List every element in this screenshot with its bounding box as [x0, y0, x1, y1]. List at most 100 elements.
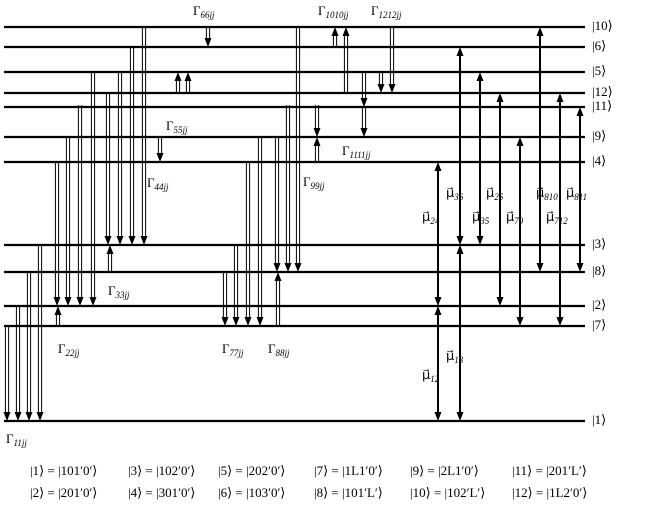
level-label: |9⟩: [592, 128, 606, 143]
dipole-label-subscript: 79: [514, 216, 524, 226]
arrow-head: [476, 72, 484, 81]
decay-label-subscript: 22jj: [66, 348, 81, 358]
dipole-label-symbol: μ⃗: [422, 209, 430, 224]
arrow-head: [388, 84, 396, 93]
dipole-label-subscript: 810: [544, 192, 558, 202]
level-label: |2⟩: [592, 297, 606, 312]
arrow-head: [434, 162, 442, 171]
decay-label: Γ11jj: [6, 431, 27, 448]
dipole-label-subscript: 712: [554, 216, 568, 226]
arrow-head: [313, 137, 321, 146]
dipole-label-symbol: μ⃗: [536, 185, 544, 200]
dipole-label-symbol: μ⃗: [472, 209, 480, 224]
arrow-head: [476, 236, 484, 245]
arrow-head: [456, 245, 464, 254]
arrow-head: [76, 297, 84, 306]
decay-label-subscript: 66jj: [201, 10, 216, 20]
decay-label-subscript: 1212jj: [379, 10, 403, 20]
decay-label-symbol: Γ: [342, 143, 350, 158]
dipole-label-subscript: 36: [453, 192, 464, 202]
level-label: |4⟩: [592, 153, 606, 168]
decay-label-symbol: Γ: [6, 431, 14, 446]
level-label: |1⟩: [592, 412, 606, 427]
dipole-label-symbol: μ⃗: [486, 185, 494, 200]
decay-label-symbol: Γ: [268, 341, 276, 356]
arrow-head: [536, 27, 544, 36]
dipole-label: μ⃗13: [446, 348, 464, 365]
decay-label-symbol: Γ: [166, 118, 174, 133]
decay-label: Γ77jj: [222, 341, 244, 358]
arrow-head: [89, 297, 97, 306]
arrow-head: [106, 245, 114, 254]
arrow-head: [274, 272, 282, 281]
arrow-head: [140, 236, 148, 245]
arrow-head: [273, 263, 281, 272]
arrow-head: [360, 98, 368, 107]
decay-label: Γ55jj: [166, 118, 188, 135]
arrow-head: [456, 47, 464, 56]
legend-entry: |10⟩ = |102′L′⟩: [410, 485, 485, 500]
level-label: |11⟩: [592, 98, 612, 113]
decay-label-subscript: 33jj: [115, 290, 131, 300]
arrow-head: [54, 306, 62, 315]
arrow-head: [53, 297, 61, 306]
dipole-label: μ⃗811: [566, 185, 587, 202]
legend-entry: |1⟩ = |101′0′⟩: [30, 463, 97, 478]
dipole-label-symbol: μ⃗: [446, 185, 454, 200]
arrow-head: [3, 412, 11, 421]
decay-label-subscript: 77jj: [230, 348, 245, 358]
dipole-label-subscript: 12: [430, 374, 440, 384]
level-label: |5⟩: [592, 63, 606, 78]
decay-label-symbol: Γ: [318, 3, 326, 18]
dipole-label: μ⃗25: [486, 185, 504, 202]
dipole-label-subscript: 13: [454, 355, 464, 365]
legend-entry: |12⟩ = |1L2′0′⟩: [512, 485, 587, 500]
arrow-head: [434, 297, 442, 306]
decay-label: Γ66jj: [193, 3, 215, 20]
dipole-label: μ⃗712: [546, 209, 568, 226]
legend-entry: |4⟩ = |301′0′⟩: [128, 485, 195, 500]
decay-label: Γ88jj: [268, 341, 290, 358]
dipole-label-subscript: 35: [479, 216, 490, 226]
legend-entry: |9⟩ = |2L1′0′⟩: [410, 463, 479, 478]
arrow-head: [516, 317, 524, 326]
level-label: |10⟩: [592, 18, 613, 33]
arrow-head: [496, 297, 504, 306]
decay-label-symbol: Γ: [371, 3, 379, 18]
decay-label-symbol: Γ: [193, 3, 201, 18]
arrow-head: [456, 236, 464, 245]
decay-label-symbol: Γ: [222, 341, 230, 356]
decay-label: Γ1010jj: [318, 3, 349, 20]
arrow-head: [25, 412, 33, 421]
arrow-head: [184, 72, 192, 81]
decay-label: Γ1212jj: [371, 3, 402, 20]
dipole-label: μ⃗810: [536, 185, 558, 202]
legend-entry: |11⟩ = |201′L′⟩: [512, 463, 587, 478]
arrow-head: [156, 153, 164, 162]
dipole-label-subscript: 24: [430, 216, 440, 226]
arrow-head: [174, 72, 182, 81]
dipole-label: μ⃗12: [422, 367, 440, 384]
arrow-head: [576, 263, 584, 272]
dipole-label: μ⃗24: [422, 209, 440, 226]
dipole-label-symbol: μ⃗: [422, 367, 430, 382]
level-label: |6⟩: [592, 38, 606, 53]
decay-label-symbol: Γ: [108, 283, 116, 298]
dipole-label: μ⃗36: [446, 185, 464, 202]
legend-entry: |7⟩ = |1L1′0′⟩: [314, 463, 383, 478]
dipole-label-symbol: μ⃗: [506, 209, 514, 224]
arrow-head: [104, 236, 112, 245]
arrow-head: [14, 412, 22, 421]
arrow-head: [360, 128, 368, 137]
arrow-head: [128, 236, 136, 245]
arrow-head: [434, 412, 442, 421]
arrow-head: [556, 317, 564, 326]
arrow-head: [377, 84, 385, 93]
arrow-head: [294, 263, 302, 272]
arrow-head: [536, 263, 544, 272]
arrow-head: [221, 317, 229, 326]
decay-label-subscript: 44jj: [155, 182, 170, 192]
legend-entry: |2⟩ = |201′0′⟩: [30, 485, 97, 500]
arrow-head: [232, 317, 240, 326]
